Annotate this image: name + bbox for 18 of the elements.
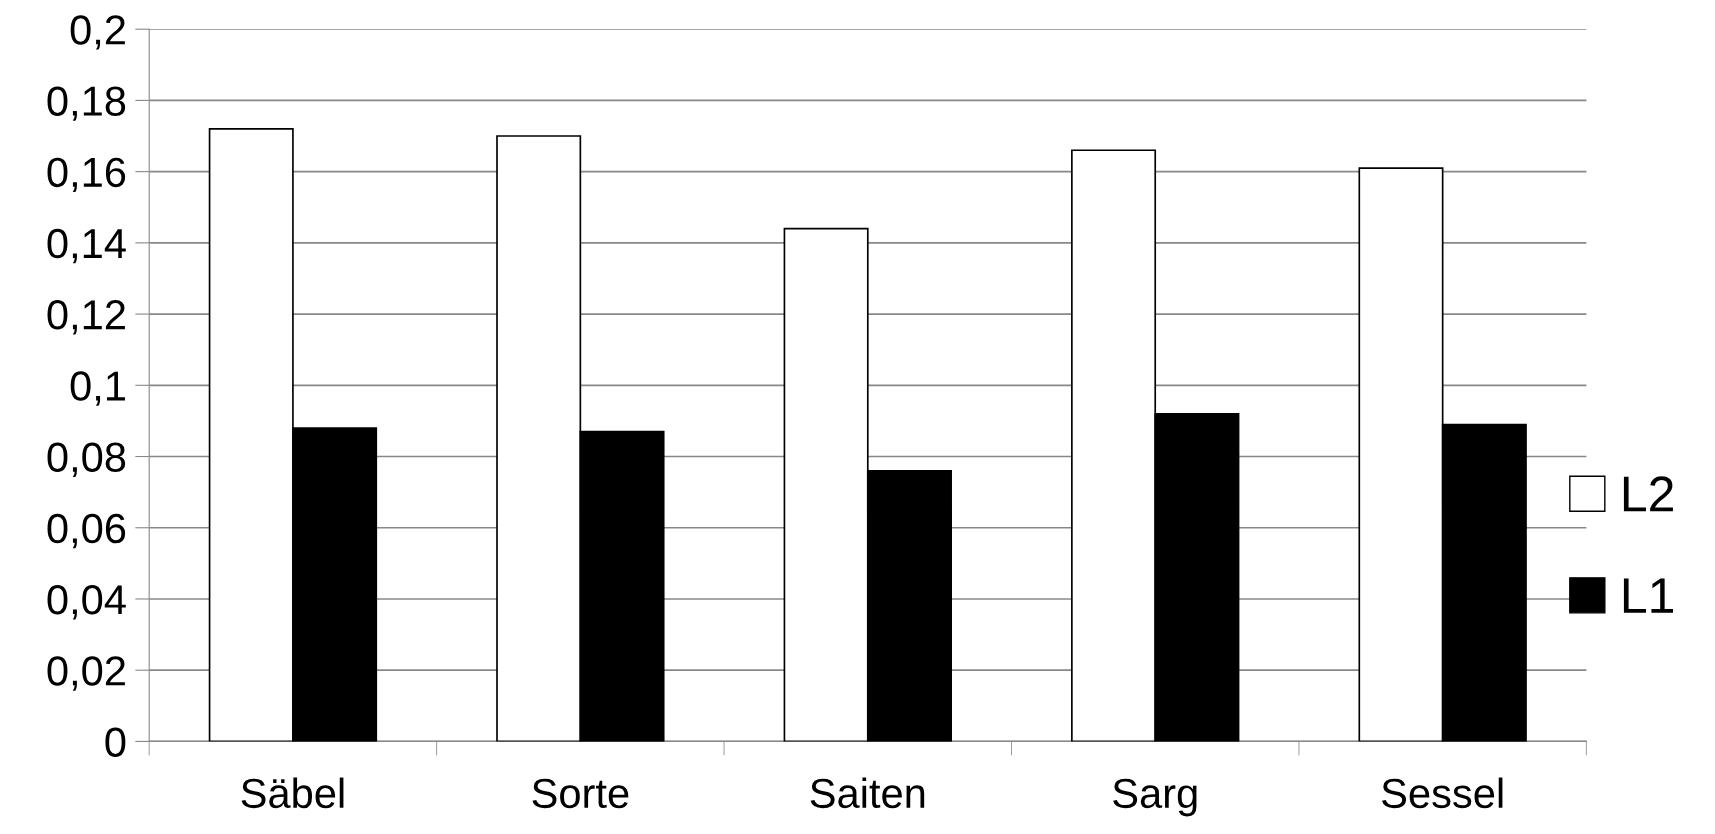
y-tick-label: 0,14: [47, 228, 126, 264]
y-tick-label: 0,08: [47, 442, 126, 477]
y-tick-label: 0,12: [47, 300, 125, 335]
legend-label: L2: [1623, 476, 1673, 512]
x-tick-label: Saiten: [810, 777, 925, 809]
x-tick-label: Sorte: [532, 778, 629, 809]
y-tick-label: 0,04: [47, 584, 126, 620]
legend-label: L1: [1623, 578, 1673, 613]
x-tick-label: Säbel: [241, 777, 344, 809]
y-tick-label: 0,2: [70, 15, 125, 50]
x-tick-label: Sessel: [1382, 777, 1503, 809]
y-tick-label: 0: [105, 727, 126, 757]
y-tick-label: 0,18: [47, 86, 126, 121]
x-tick-label: Sarg: [1113, 778, 1197, 817]
y-tick-label: 0,1: [70, 371, 125, 406]
y-tick-label: 0,06: [47, 513, 126, 549]
y-tick-label: 0,16: [47, 157, 126, 193]
y-tick-label: 0,02: [47, 656, 125, 691]
